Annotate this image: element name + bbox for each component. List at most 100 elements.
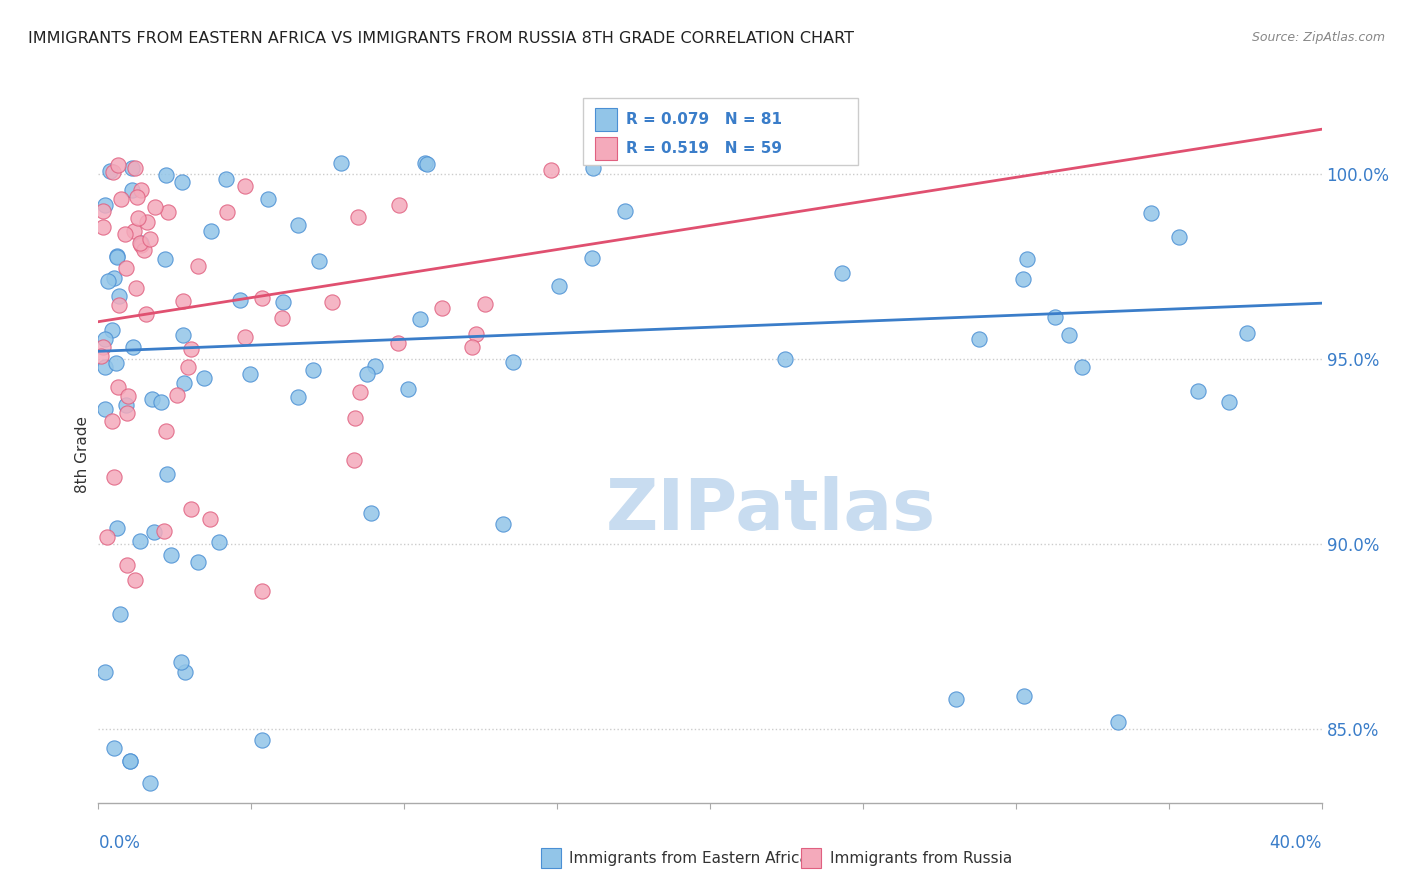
Point — [187, 555, 209, 569]
Point — [301, 363, 323, 377]
Point — [172, 175, 194, 189]
Point — [90, 349, 112, 363]
Text: 40.0%: 40.0% — [1270, 834, 1322, 852]
Point — [155, 424, 177, 438]
Point — [96, 530, 118, 544]
Point — [166, 388, 188, 402]
Point — [1071, 360, 1094, 375]
Point — [173, 376, 195, 390]
Point — [416, 157, 439, 171]
Point — [287, 390, 309, 404]
Point — [228, 293, 250, 308]
Point — [1107, 714, 1129, 729]
Point — [613, 203, 636, 218]
Point — [343, 453, 366, 467]
Point — [97, 274, 120, 288]
Point — [270, 310, 292, 325]
Point — [122, 224, 145, 238]
Point — [252, 733, 274, 747]
Point — [174, 665, 197, 679]
Point — [93, 198, 115, 212]
Point — [250, 584, 273, 599]
Point — [1218, 395, 1240, 409]
Point — [1012, 689, 1035, 703]
Point — [115, 398, 138, 412]
Text: 0.0%: 0.0% — [98, 834, 141, 852]
Point — [91, 340, 114, 354]
Point — [101, 165, 124, 179]
Point — [363, 359, 385, 374]
Point — [388, 198, 411, 212]
Text: R = 0.519   N = 59: R = 0.519 N = 59 — [626, 141, 782, 156]
Point — [150, 395, 173, 409]
Point — [172, 328, 194, 343]
Point — [107, 380, 129, 394]
Point — [104, 356, 127, 370]
Point — [132, 243, 155, 257]
Point — [347, 210, 370, 224]
Point — [103, 740, 125, 755]
Point — [271, 295, 294, 310]
Point — [1015, 252, 1038, 266]
Point — [409, 312, 432, 326]
Point — [110, 607, 132, 621]
Point — [945, 692, 967, 706]
Point — [124, 574, 146, 588]
Point — [143, 200, 166, 214]
Point — [125, 281, 148, 295]
Point — [492, 516, 515, 531]
Point — [287, 218, 309, 232]
Point — [105, 250, 128, 264]
Point — [118, 754, 141, 768]
Point — [117, 389, 139, 403]
Point — [170, 655, 193, 669]
Point — [93, 401, 115, 416]
Point — [465, 326, 488, 341]
Point — [360, 506, 382, 520]
Point — [250, 291, 273, 305]
Point — [139, 775, 162, 789]
Point — [831, 266, 853, 280]
Point — [93, 332, 115, 346]
Point — [581, 252, 603, 266]
Point — [548, 279, 571, 293]
Point — [128, 236, 150, 251]
Point — [239, 367, 262, 381]
Point — [155, 169, 177, 183]
Point — [356, 367, 378, 381]
Point — [396, 382, 419, 396]
Point — [98, 164, 121, 178]
Text: R = 0.079   N = 81: R = 0.079 N = 81 — [626, 112, 782, 127]
Point — [233, 179, 256, 194]
Point — [208, 534, 231, 549]
Point — [200, 224, 222, 238]
Point — [143, 524, 166, 539]
Point — [1043, 310, 1066, 325]
Point — [131, 235, 153, 250]
Point — [461, 340, 484, 354]
Point — [180, 343, 202, 357]
Point — [105, 249, 128, 263]
Point — [321, 294, 343, 309]
Point — [141, 392, 163, 406]
Point — [308, 253, 330, 268]
Point — [967, 332, 990, 346]
Point — [107, 158, 129, 172]
Point — [502, 355, 524, 369]
Point — [115, 261, 138, 276]
Point — [129, 534, 152, 549]
Text: IMMIGRANTS FROM EASTERN AFRICA VS IMMIGRANTS FROM RUSSIA 8TH GRADE CORRELATION C: IMMIGRANTS FROM EASTERN AFRICA VS IMMIGR… — [28, 31, 853, 46]
Point — [215, 171, 238, 186]
Point — [1236, 326, 1258, 341]
Point — [114, 227, 136, 241]
Point — [1011, 272, 1033, 286]
Point — [180, 502, 202, 516]
Point — [91, 203, 114, 218]
Point — [115, 558, 138, 573]
Point — [1057, 328, 1080, 343]
Point — [115, 407, 138, 421]
Point — [256, 192, 278, 206]
Point — [93, 359, 115, 374]
Point — [474, 297, 496, 311]
Text: Immigrants from Russia: Immigrants from Russia — [830, 851, 1012, 865]
